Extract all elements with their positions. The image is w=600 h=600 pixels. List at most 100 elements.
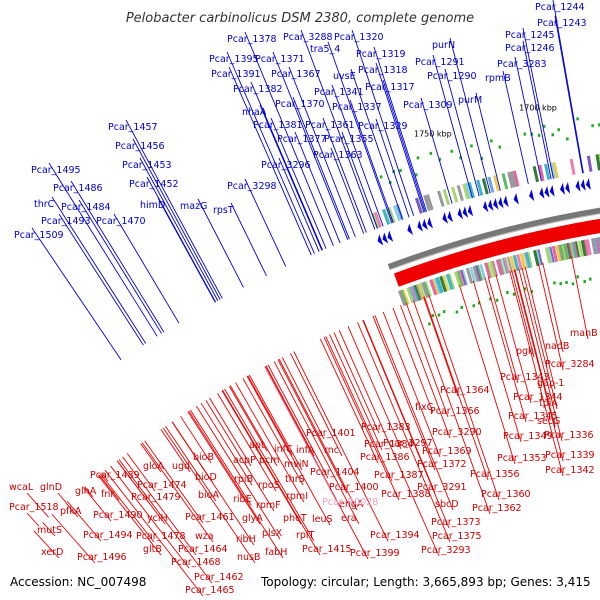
leader-line [78, 199, 162, 334]
category-block [475, 264, 484, 281]
leader-line [126, 453, 156, 492]
leader-line [327, 41, 393, 224]
category-block [399, 289, 408, 306]
gene-label: Pcar_3288 [283, 32, 333, 43]
leader-line [357, 322, 451, 543]
leader-line [554, 15, 584, 174]
category-block [565, 242, 572, 260]
category-block [595, 154, 600, 171]
gene-label: Pcar_1474 [137, 480, 187, 491]
gene-label: Pcar_1320 [334, 32, 384, 43]
gene-label: Pcar_1372 [417, 459, 467, 470]
gene-label: wcaL [9, 482, 34, 493]
gene-label: nhaA [242, 107, 267, 118]
gene-label: Pcar_1462 [194, 572, 244, 583]
gene-label: Pcar_1387 [374, 470, 424, 481]
gene-label: Pcar_1452 [129, 179, 179, 190]
gene-label: rplT [296, 530, 315, 541]
leader-line [100, 473, 155, 543]
leader-line [122, 456, 197, 556]
forward-gene-mark [565, 181, 571, 194]
category-block [432, 278, 441, 295]
leader-line [26, 492, 49, 518]
category-block [398, 290, 407, 307]
category-block [469, 266, 477, 283]
scale-tick-label: 1700 kbp [519, 103, 557, 112]
gene-label: uvsE [333, 71, 356, 82]
gene-label: rpsT [213, 205, 234, 216]
gene-label: pgk [516, 346, 534, 357]
leader-line [65, 502, 79, 518]
gc-mark [576, 117, 579, 121]
leader-line [475, 92, 501, 191]
leader-line [221, 390, 302, 525]
backbone-ring [387, 207, 600, 271]
leader-line [270, 117, 327, 249]
category-block [580, 240, 587, 257]
gc-mark [470, 144, 473, 148]
gene-label: mviN [284, 459, 309, 470]
category-block [387, 206, 396, 223]
gene-label: Pcar_1388 [381, 489, 431, 500]
leader-line [42, 522, 56, 537]
gene-label: era [341, 513, 357, 524]
leader-line [522, 27, 554, 179]
gene-label: Pcar_1343 [500, 372, 550, 383]
category-block [430, 278, 439, 295]
category-block [512, 170, 520, 187]
leader-line [264, 366, 369, 560]
gene-label: Pcar_1383 [361, 422, 411, 433]
leader-line [518, 268, 563, 442]
feature-tracks [371, 153, 600, 307]
gene-label: Pcar_3290 [432, 427, 482, 438]
gene-label: purM [458, 95, 482, 106]
category-block [439, 275, 447, 293]
gene-label: Pcar_1496 [77, 552, 127, 563]
leader-line [104, 469, 204, 597]
leader-line [514, 56, 542, 182]
leader-line [537, 263, 564, 371]
category-block [417, 283, 426, 300]
category-block [472, 265, 480, 282]
gc-mark [589, 277, 592, 281]
leader-line [331, 84, 384, 227]
leader-line [209, 397, 252, 467]
category-block [447, 273, 456, 290]
category-block [434, 277, 443, 294]
leader-line [217, 392, 277, 492]
leader-line [514, 269, 556, 428]
gene-label: Pcar_1478 [136, 531, 186, 542]
gene-label: Pcar_1361 [305, 120, 355, 131]
category-block [420, 282, 430, 299]
leader-line [487, 276, 519, 384]
category-block [549, 162, 556, 179]
category-block [577, 240, 584, 257]
category-block [526, 251, 533, 268]
gc-mark [455, 310, 459, 314]
category-block [467, 181, 475, 199]
gene-label: acpP [233, 455, 256, 466]
leader-line [347, 326, 402, 450]
category-block [519, 253, 527, 270]
gc-mark [379, 175, 383, 179]
leader-line [382, 79, 426, 213]
gene-label: ribH [236, 534, 256, 545]
gc-mark [571, 282, 575, 286]
leader-line [84, 486, 94, 498]
forward-gene-mark [427, 217, 433, 229]
leader-line [362, 319, 436, 494]
leader-line [325, 336, 393, 482]
leader-line [373, 46, 427, 212]
gene-label: Pcar_1344 [513, 392, 563, 403]
leader-line [162, 427, 256, 564]
gene-label: Pcar_1493 [41, 216, 91, 227]
leader-line [200, 402, 253, 486]
gene-label: ribE [233, 494, 252, 505]
leader-line [247, 375, 293, 456]
leader-line [171, 421, 214, 484]
gene-label: bioD [195, 472, 217, 483]
leader-line [459, 284, 516, 465]
leader-line [165, 426, 217, 502]
gc-mark [557, 128, 560, 132]
category-block [500, 257, 508, 275]
